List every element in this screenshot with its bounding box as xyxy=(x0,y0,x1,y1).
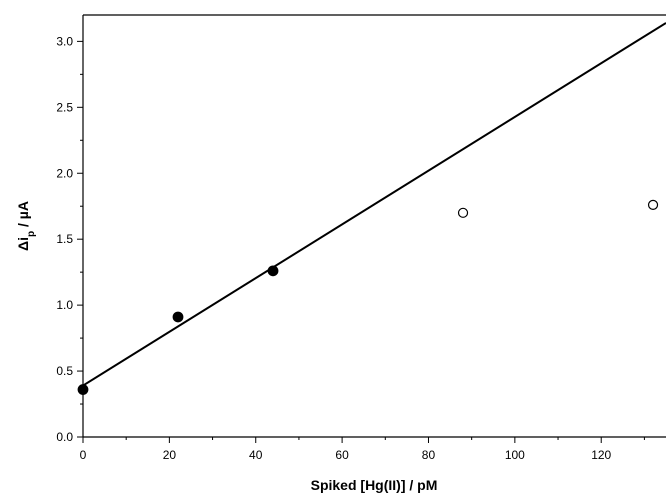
x-tick-label: 60 xyxy=(335,448,349,462)
x-tick-label: 100 xyxy=(505,448,525,462)
x-tick-label: 120 xyxy=(591,448,611,462)
filled-data-point xyxy=(267,265,279,277)
fit-line-group xyxy=(82,22,666,387)
y-tick-label: 2.0 xyxy=(56,166,73,180)
y-tick-label: 1.5 xyxy=(56,232,73,246)
x-tick-label: 20 xyxy=(163,448,177,462)
open-data-point xyxy=(457,207,469,218)
x-tick-label: 40 xyxy=(249,448,263,462)
y-tick-label: 0.0 xyxy=(56,430,73,444)
open-data-point xyxy=(647,199,659,210)
fit-line xyxy=(82,22,666,387)
y-tick-label: 2.5 xyxy=(56,100,73,114)
y-axis-title-prefix: Δi xyxy=(15,237,31,251)
y-tick-label: 1.0 xyxy=(56,298,73,312)
y-axis-title: Δip / µA xyxy=(15,201,37,251)
axes: 0 20 40 60 80 100 120 0.0 0.5 1.0 1.5 2.0 2.5 3.0 xyxy=(56,14,666,462)
y-tick-label: 3.0 xyxy=(56,34,73,48)
data-points xyxy=(77,199,659,395)
x-tick-label: 0 xyxy=(80,448,87,462)
filled-data-point xyxy=(77,384,89,395)
y-tick-label: 0.5 xyxy=(56,364,73,378)
x-tick-label: 80 xyxy=(422,448,436,462)
y-axis-title-suffix: / µA xyxy=(15,201,31,231)
x-axis-title: Spiked [Hg(II)] / pM xyxy=(311,477,438,493)
filled-data-point xyxy=(172,311,184,323)
y-axis-title-subscript: p xyxy=(26,231,37,237)
